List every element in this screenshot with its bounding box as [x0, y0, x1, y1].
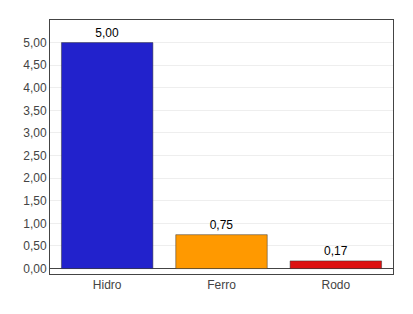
- svg-text:4,50: 4,50: [23, 58, 47, 72]
- svg-text:4,00: 4,00: [23, 81, 47, 95]
- svg-text:1,50: 1,50: [23, 194, 47, 208]
- svg-text:5,00: 5,00: [23, 36, 47, 50]
- svg-text:0,75: 0,75: [210, 218, 234, 232]
- svg-text:3,50: 3,50: [23, 104, 47, 118]
- svg-text:Ferro: Ferro: [207, 278, 236, 292]
- svg-text:0,00: 0,00: [23, 262, 47, 276]
- svg-text:1,00: 1,00: [23, 217, 47, 231]
- svg-text:0,17: 0,17: [324, 244, 348, 258]
- svg-text:Rodo: Rodo: [321, 278, 350, 292]
- svg-text:2,00: 2,00: [23, 171, 47, 185]
- svg-text:0,50: 0,50: [23, 239, 47, 253]
- svg-text:Hidro: Hidro: [93, 278, 122, 292]
- svg-text:2,50: 2,50: [23, 149, 47, 163]
- svg-text:5,00: 5,00: [95, 26, 119, 40]
- svg-text:3,00: 3,00: [23, 126, 47, 140]
